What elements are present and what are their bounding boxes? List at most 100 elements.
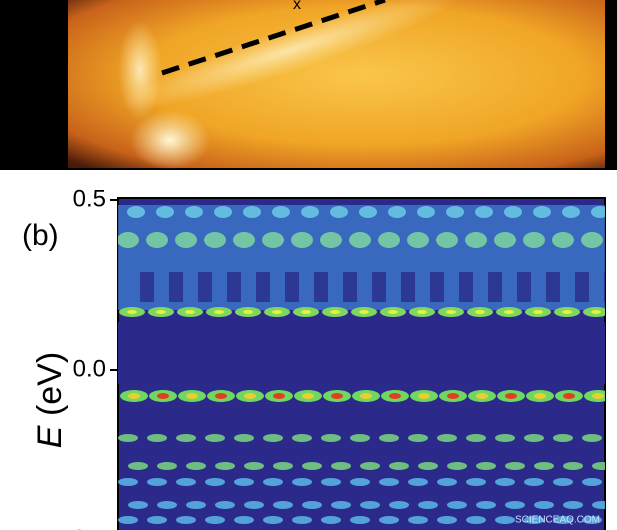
band-core [330,310,340,314]
lower-spot [389,462,409,470]
lower-spot [495,434,515,442]
lower-spot [331,462,351,470]
lower-spot [205,434,225,442]
upper-gap [372,272,386,302]
upper-band [118,205,605,310]
band-core [186,393,198,399]
lower-spot [234,516,254,524]
lower-spot [563,462,583,470]
lower-spot [263,516,283,524]
lower-spot [437,434,457,442]
lower-spot [553,516,573,524]
lower-spot [408,434,428,442]
lower-spot [234,434,254,442]
upper-gap [314,272,328,302]
upper-spot [214,206,232,218]
lower-spot [379,434,399,442]
lower-spot [495,516,515,524]
lower-spot [147,478,167,486]
lower-spot [418,501,438,509]
band-core [447,393,459,399]
watermark: SCIENCEAQ.COM [515,515,600,526]
lower-spot [360,462,380,470]
upper-gap [227,272,241,302]
upper-spot [359,206,377,218]
upper-spot [330,206,348,218]
lower-spot [205,516,225,524]
upper-spot [272,206,290,218]
lower-spot [476,462,496,470]
lower-spot [524,434,544,442]
lower-spot [524,516,544,524]
band-core [446,310,456,314]
spectral-map [118,205,605,524]
lower-spot [118,434,138,442]
upper-spot [475,206,493,218]
upper-spot [591,206,605,218]
lower-spot [360,501,380,509]
band-core [185,310,195,314]
lower-spot [582,516,602,524]
lower-spot [147,434,167,442]
lower-spot [553,434,573,442]
lower-spot [350,478,370,486]
y-axis-symbol: E [31,425,69,448]
upper-spot [552,232,574,248]
band-core [388,310,398,314]
lower-spot [379,478,399,486]
band-core [534,393,546,399]
lower-spot [350,516,370,524]
y-axis-label: E (eV) [31,352,69,448]
lower-spot [292,478,312,486]
lower-spot [157,501,177,509]
upper-gap [401,272,415,302]
band-core [214,310,224,314]
upper-spot [407,232,429,248]
lower-spot [437,478,457,486]
upper-spot [581,232,603,248]
upper-spot [146,232,168,248]
lower-spot [582,434,602,442]
lower-spot [263,434,283,442]
upper-spot [417,206,435,218]
lower-spot [321,478,341,486]
upper-gap [459,272,473,302]
band-core [302,393,314,399]
lower-spot [553,478,573,486]
upper-spot [562,206,580,218]
panel-label: (b) [22,219,59,252]
upper-gap [198,272,212,302]
upper-spot [320,232,342,248]
lower-spot [176,516,196,524]
band-core [243,310,253,314]
y-axis-unit: (eV) [31,352,69,416]
upper-gap [488,272,502,302]
upper-spot [533,206,551,218]
upper-spot [349,232,371,248]
band-core [272,310,282,314]
upper-spot [243,206,261,218]
band-core [331,393,343,399]
upper-gap [256,272,270,302]
lower-spot [292,516,312,524]
lower-spot [176,434,196,442]
band-core [563,393,575,399]
lower-spot [379,516,399,524]
lower-spot [331,501,351,509]
lower-spot [186,501,206,509]
lower-spot [321,434,341,442]
lower-spot [118,516,138,524]
lower-spot [118,478,138,486]
upper-spot [436,232,458,248]
lower-spot [476,501,496,509]
y-axis: 0.5 0.0 -0.5 [65,185,118,530]
band-core [562,310,572,314]
upper-spot [204,232,226,248]
band-core [505,393,517,399]
band-core [591,310,601,314]
upper-spot [291,232,313,248]
marker-label: x [293,0,301,13]
lower-spot [215,501,235,509]
lower-spot [147,516,167,524]
lower-spot [244,501,264,509]
